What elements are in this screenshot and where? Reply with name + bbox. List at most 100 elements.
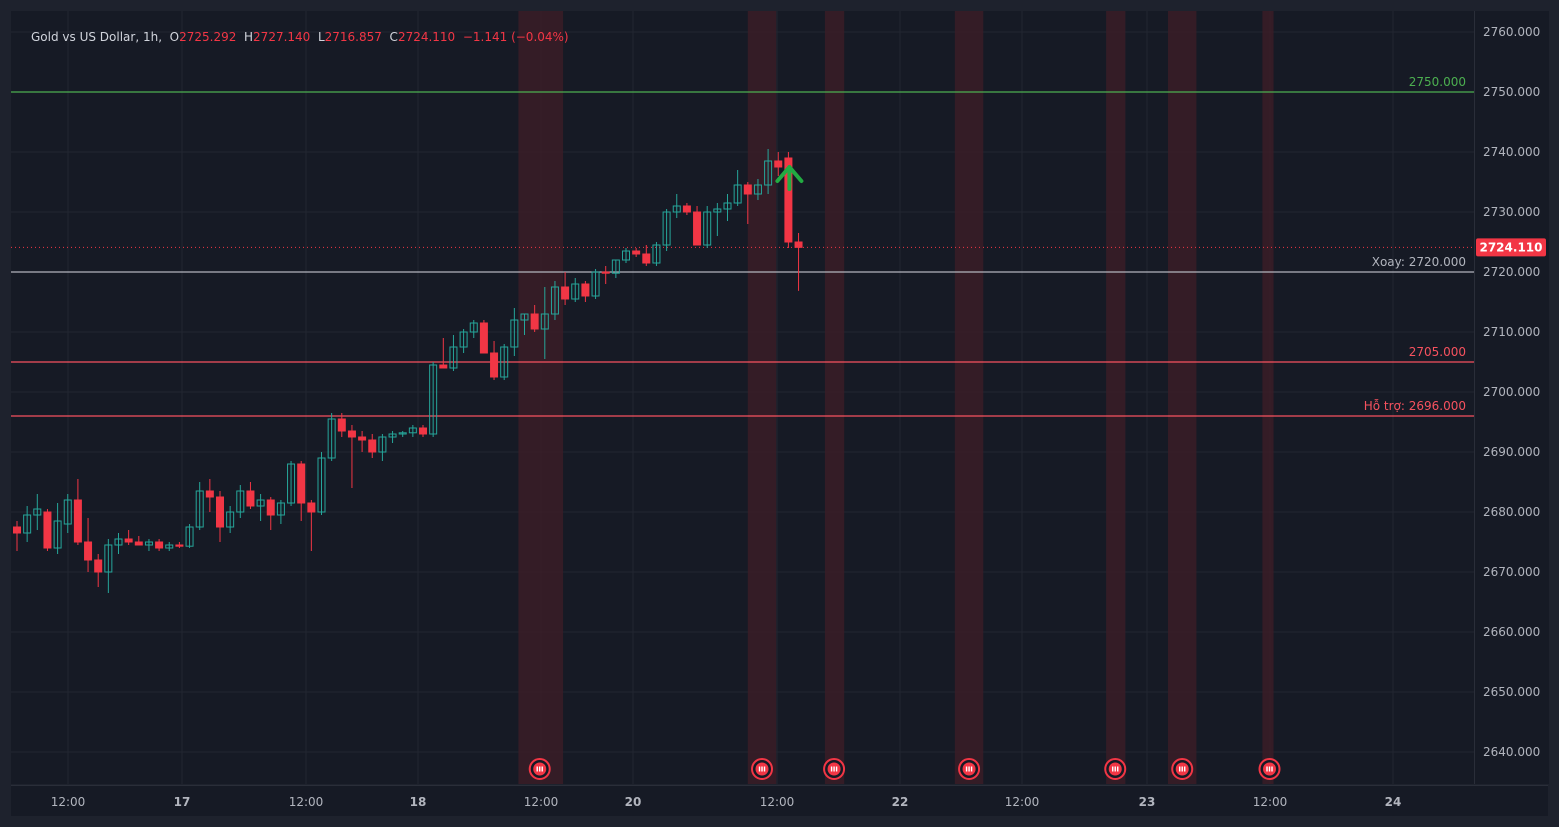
candle-body-up <box>408 427 417 434</box>
candle <box>317 452 326 515</box>
candle-body-up <box>500 346 509 378</box>
candle-body-up <box>449 346 458 369</box>
last-price-badge <box>1476 238 1546 257</box>
candle <box>490 341 499 380</box>
low-value: 2716.857 <box>324 30 382 44</box>
candle <box>429 362 438 437</box>
candle-body-up <box>388 433 397 438</box>
up-arrow-icon <box>775 165 804 191</box>
candle-body-down <box>774 160 783 168</box>
candle <box>774 152 783 176</box>
price-tick-label: 2760.000 <box>1483 25 1540 39</box>
candle <box>520 313 529 335</box>
candle-body-down <box>266 499 275 516</box>
candle-body-up <box>398 432 407 435</box>
candle <box>601 266 610 284</box>
candle <box>266 497 275 530</box>
candle-body-up <box>114 538 123 546</box>
candle <box>63 494 72 533</box>
candle-body-up <box>733 184 742 204</box>
session-marker-icon[interactable] <box>1258 758 1281 780</box>
candle-body-up <box>652 244 661 264</box>
price-chart[interactable]: 2750.000 Xoay: 2720.000 2705.000 Hỗ trợ: 26… <box>11 11 1474 784</box>
marker-bar <box>968 766 970 772</box>
marker-bar <box>1117 766 1119 772</box>
time-tick-label: 18 <box>410 795 427 809</box>
candle-body-up <box>662 211 671 246</box>
price-tick-label: 2720.000 <box>1483 265 1540 279</box>
candle <box>13 521 21 551</box>
session-marker-icon[interactable] <box>823 758 846 780</box>
close-label: C <box>389 30 398 44</box>
candle <box>753 179 762 200</box>
candle-body-up <box>63 499 72 525</box>
candle-body-up <box>144 541 153 546</box>
candle <box>500 344 509 380</box>
marker-bar <box>830 766 833 772</box>
candle <box>561 272 570 305</box>
level-label: 2750.000 <box>1409 75 1466 89</box>
session-markers[interactable] <box>528 758 1281 780</box>
symbol-legend[interactable]: Gold vs US Dollar, 1h, O2725.292 H2727.1… <box>31 30 569 44</box>
price-tick-label: 2650.000 <box>1483 685 1540 699</box>
candle-body-up <box>469 322 478 333</box>
candle <box>297 461 306 521</box>
horizontal-levels: 2750.000 Xoay: 2720.000 2705.000 Hỗ trợ: 26… <box>11 75 1474 417</box>
candle <box>510 308 519 356</box>
candle <box>43 509 52 551</box>
session-highlights <box>518 11 1274 784</box>
session-marker-icon[interactable] <box>751 758 774 780</box>
marker-bar <box>761 766 763 772</box>
candle-body-up <box>195 490 204 528</box>
candle <box>134 536 143 546</box>
candle-body-down <box>581 283 590 297</box>
time-axis-labels[interactable]: 12:00 17 12:00 18 12:00 20 12:00 22 12:00 23 12:00… <box>11 786 1548 816</box>
candle-body-up <box>33 508 42 516</box>
candle-body-down <box>297 463 306 504</box>
candle <box>226 506 235 533</box>
session-marker-icon[interactable] <box>528 758 551 780</box>
candle-body-up <box>703 211 712 246</box>
marker-bar <box>833 766 835 772</box>
candle-body-up <box>327 418 336 459</box>
session-marker-icon[interactable] <box>1104 758 1127 780</box>
candle <box>743 182 752 224</box>
time-axis[interactable]: 12:00 17 12:00 18 12:00 20 12:00 22 12:00 23 12:00… <box>11 785 1548 816</box>
session-band <box>747 11 777 784</box>
price-axis[interactable]: 2640.000 2650.000 2660.000 2670.000 2680.000… <box>1474 11 1549 784</box>
candle <box>693 206 702 246</box>
candle <box>682 203 691 215</box>
candle <box>723 194 732 221</box>
candle-body-up <box>571 283 580 300</box>
price-tick-label: 2670.000 <box>1483 565 1540 579</box>
session-band <box>518 11 564 784</box>
candle-body-up <box>723 202 732 210</box>
candle <box>84 518 93 572</box>
candle-body-down <box>632 250 641 255</box>
marker-bar <box>1268 766 1271 772</box>
candle-body-down <box>216 496 224 528</box>
candle <box>764 149 773 194</box>
candle-body-down <box>124 538 133 543</box>
candle <box>540 287 549 359</box>
candle <box>398 431 407 437</box>
candle <box>94 554 103 587</box>
candle-body-up <box>672 205 681 213</box>
session-marker-icon[interactable] <box>1171 758 1194 780</box>
candle-body-down <box>155 541 164 549</box>
price-axis-labels[interactable]: 2640.000 2650.000 2660.000 2670.000 2680.000… <box>1475 11 1549 784</box>
time-tick-label: 12:00 <box>760 795 795 809</box>
candle-body-down <box>743 184 752 195</box>
candle-body-up <box>459 331 468 348</box>
candle <box>571 278 580 302</box>
candle-body-down <box>561 286 570 300</box>
candle-body-up <box>611 259 620 274</box>
candle <box>337 413 346 437</box>
chart-pane[interactable]: 2750.000 Xoay: 2720.000 2705.000 Hỗ trợ: 26… <box>11 11 1474 784</box>
candle <box>124 530 133 545</box>
candle-body-down <box>347 430 356 438</box>
marker-bar <box>1181 766 1183 772</box>
session-marker-icon[interactable] <box>958 758 981 780</box>
session-band <box>1168 11 1197 784</box>
candle-body-down <box>490 352 499 378</box>
